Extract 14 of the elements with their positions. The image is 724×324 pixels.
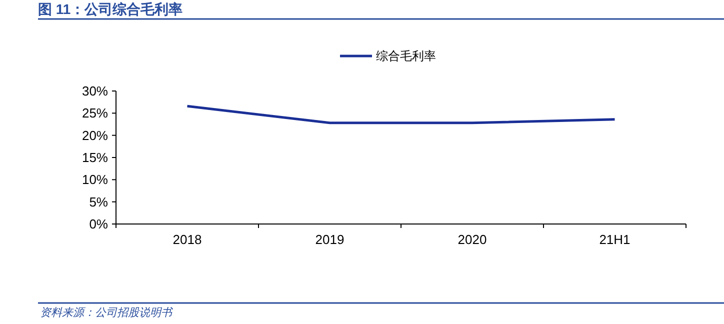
x-tick-label: 21H1 <box>599 232 630 247</box>
text: 资料来源：公司招股说明书 <box>40 306 174 319</box>
x-tick-label: 2019 <box>315 232 344 247</box>
y-tick-label: 10% <box>82 172 108 188</box>
chart-title: 图 11：公司综合毛利率 <box>38 1 183 17</box>
y-tick-label: 0% <box>89 216 108 232</box>
y-tick-label: 20% <box>82 128 108 143</box>
x-tick-label: 2018 <box>172 232 202 247</box>
y-tick-label: 30% <box>82 84 108 99</box>
legend-label: 综合毛利率 <box>376 49 436 64</box>
x-tick-label: 2020 <box>458 232 487 247</box>
y-tick-label: 15% <box>82 150 108 166</box>
y-tick-label: 25% <box>82 106 108 121</box>
y-tick-label: 5% <box>89 194 108 210</box>
